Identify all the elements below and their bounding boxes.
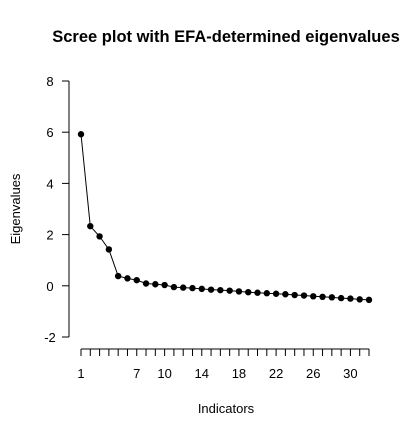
data-point bbox=[77, 131, 85, 138]
data-point bbox=[254, 289, 261, 296]
data-point bbox=[142, 280, 150, 287]
x-tick-label: 7 bbox=[133, 366, 140, 381]
x-axis-label: Indicators bbox=[198, 401, 255, 416]
data-point bbox=[124, 275, 131, 282]
data-point bbox=[161, 281, 168, 289]
data-point bbox=[272, 290, 280, 297]
x-tick-label: 26 bbox=[306, 366, 320, 381]
x-tick-label: 22 bbox=[269, 366, 283, 381]
data-point bbox=[328, 294, 336, 301]
data-point bbox=[217, 286, 224, 294]
data-point bbox=[319, 293, 326, 301]
y-tick-label: -2 bbox=[44, 330, 56, 345]
data-point bbox=[337, 294, 345, 302]
data-point bbox=[152, 281, 159, 288]
data-point bbox=[226, 287, 233, 294]
data-point bbox=[300, 292, 308, 299]
data-point bbox=[114, 272, 122, 280]
y-axis-label: Eigenvalues bbox=[8, 173, 23, 244]
data-point bbox=[356, 296, 363, 303]
series-line bbox=[80, 134, 370, 301]
x-tick-label: 14 bbox=[195, 366, 209, 381]
data-point bbox=[310, 293, 317, 300]
x-axis: 1 7 10 14 18 22 26 30 bbox=[77, 348, 370, 381]
y-tick-label: 0 bbox=[46, 279, 53, 294]
y-axis: -2 0 2 4 6 8 bbox=[44, 74, 70, 345]
data-point bbox=[282, 291, 289, 298]
data-point bbox=[291, 291, 298, 299]
data-point bbox=[245, 289, 252, 296]
data-point bbox=[189, 284, 196, 292]
data-point bbox=[235, 288, 243, 295]
x-tick-label: 30 bbox=[343, 366, 357, 381]
y-tick-label: 2 bbox=[46, 228, 53, 243]
eigenvalue-series bbox=[77, 131, 373, 304]
data-point bbox=[365, 296, 373, 304]
data-point bbox=[170, 283, 178, 291]
data-point bbox=[133, 276, 140, 284]
y-tick-label: 8 bbox=[46, 74, 53, 89]
x-tick-label: 18 bbox=[232, 366, 246, 381]
data-point bbox=[263, 290, 271, 297]
data-point bbox=[198, 285, 205, 293]
data-point bbox=[179, 284, 187, 291]
x-tick-label: 10 bbox=[157, 366, 171, 381]
x-tick-label: 1 bbox=[77, 366, 84, 381]
data-point bbox=[87, 222, 94, 230]
data-point bbox=[105, 246, 113, 253]
y-tick-label: 6 bbox=[46, 125, 53, 140]
data-point bbox=[207, 286, 215, 293]
data-point bbox=[96, 233, 103, 240]
y-tick-label: 4 bbox=[46, 176, 53, 191]
chart-title: Scree plot with EFA-determined eigenvalu… bbox=[52, 28, 400, 46]
data-point bbox=[347, 295, 354, 302]
